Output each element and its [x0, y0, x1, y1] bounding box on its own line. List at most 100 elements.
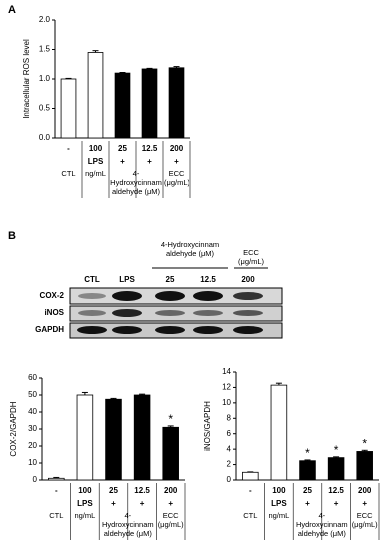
western-blot: [69, 267, 283, 339]
treatment-label: +: [111, 499, 116, 508]
blot-group-header-box: 4-Hydroxycinnam aldehyde (μM): [160, 240, 220, 258]
x-tick-label: 200: [358, 486, 372, 495]
x-tick-label: 12.5: [328, 486, 344, 495]
x-tick-label: 12.5: [142, 144, 158, 153]
y-axis-label: COX-2/GAPDH: [9, 401, 18, 456]
bar: [60, 78, 77, 139]
significance-mark: *: [334, 443, 339, 457]
significance-mark: *: [305, 446, 310, 460]
y-tick-label: 10: [222, 398, 231, 407]
y-tick-label: 30: [28, 424, 37, 433]
x-tick-label: 100: [272, 486, 286, 495]
bar: [133, 394, 151, 481]
significance-mark: *: [168, 412, 173, 426]
y-tick-label: 20: [28, 441, 37, 450]
y-tick-label: 1.0: [39, 74, 51, 83]
y-axis-label: iNOS/GAPDH: [203, 401, 212, 451]
group-label-box: ECC (μg/mL): [164, 169, 189, 187]
bar: [76, 394, 94, 481]
y-tick-label: 1.5: [39, 45, 51, 54]
treatment-label: +: [305, 499, 310, 508]
x-tick-label: 200: [164, 486, 178, 495]
bar: [299, 460, 316, 481]
y-tick-label: 6: [227, 429, 232, 438]
x-tick-label: -: [67, 144, 70, 153]
y-tick-label: 0.0: [39, 133, 51, 142]
y-tick-label: 12: [222, 383, 231, 392]
y-tick-label: 60: [28, 373, 37, 382]
group-label-box: 4-Hydroxycinnam aldehyde (μM): [295, 511, 348, 538]
treatment-label: LPS: [88, 157, 104, 166]
treatment-label: LPS: [271, 499, 287, 508]
blot-group-header-box: ECC (μg/mL): [238, 248, 264, 266]
blot-row-label: COX-2: [40, 291, 65, 300]
group-label-box: CTL: [243, 511, 258, 520]
blot-row-label: iNOS: [44, 308, 64, 317]
y-tick-label: 0.5: [39, 104, 51, 113]
group-label: CTL: [49, 511, 64, 520]
x-tick-label: 200: [170, 144, 184, 153]
group-label-box: 4-Hydroxycinnam aldehyde (μM): [101, 511, 154, 538]
y-tick-label: 2.0: [39, 15, 51, 24]
bar: [327, 457, 345, 481]
bar: [105, 398, 122, 481]
y-tick-label: 14: [222, 367, 231, 376]
y-tick-label: 10: [28, 458, 37, 467]
x-tick-label: -: [55, 486, 58, 495]
x-tick-label: -: [249, 486, 252, 495]
bar: [114, 72, 131, 139]
y-axis-label: Intracellular ROS level: [22, 39, 31, 119]
group-label: 4-Hydroxycinnam aldehyde (μM): [110, 169, 162, 196]
group-label-box: CTL: [49, 511, 64, 520]
y-tick-label: 2: [227, 460, 232, 469]
group-label: 4-Hydroxycinnam aldehyde (μM): [295, 511, 348, 538]
treatment-label: +: [362, 499, 367, 508]
y-tick-label: 0: [227, 475, 232, 484]
group-label: ng/mL: [85, 169, 106, 178]
y-tick-label: 4: [227, 444, 232, 453]
blot-group-header: ECC (μg/mL): [238, 248, 264, 266]
blot-row-label: GAPDH: [35, 325, 64, 334]
bar: [242, 471, 259, 481]
significance-mark: *: [362, 436, 367, 450]
lane-label: 12.5: [200, 275, 216, 284]
panel-label: A: [8, 4, 16, 16]
group-label-box: CTL: [61, 169, 75, 178]
group-label: 4-Hydroxycinnam aldehyde (μM): [101, 511, 154, 538]
group-label: ng/mL: [268, 511, 290, 520]
lane-label: LPS: [119, 275, 135, 284]
lane-label: CTL: [84, 275, 100, 284]
group-label-box: ECC (μg/mL): [157, 511, 184, 529]
x-tick-label: 12.5: [134, 486, 150, 495]
bar: [356, 451, 373, 481]
x-tick-label: 25: [109, 486, 118, 495]
y-tick-label: 50: [28, 390, 37, 399]
y-tick-label: 40: [28, 407, 37, 416]
bar: [270, 384, 288, 481]
bar: [168, 67, 185, 139]
group-label: ECC (μg/mL): [164, 169, 189, 187]
group-label: CTL: [243, 511, 258, 520]
blot-group-header: 4-Hydroxycinnam aldehyde (μM): [160, 240, 220, 258]
group-label-box: 4-Hydroxycinnam aldehyde (μM): [110, 169, 162, 196]
treatment-label: +: [334, 499, 339, 508]
lane-label: 25: [166, 275, 175, 284]
lane-label: 200: [241, 275, 255, 284]
bar: [87, 52, 104, 139]
treatment-label: +: [147, 157, 152, 166]
treatment-label: +: [174, 157, 179, 166]
group-label-box: ng/mL: [85, 169, 106, 178]
x-tick-label: 100: [89, 144, 103, 153]
group-label: ECC (μg/mL): [351, 511, 378, 529]
group-label: ng/mL: [74, 511, 96, 520]
treatment-label: +: [140, 499, 145, 508]
x-tick-label: 100: [78, 486, 92, 495]
group-label-box: ng/mL: [74, 511, 96, 520]
group-label: ECC (μg/mL): [157, 511, 184, 529]
bar: [141, 68, 158, 139]
group-label-box: ECC (μg/mL): [351, 511, 378, 529]
panel-label: B: [8, 230, 16, 242]
group-label-box: ng/mL: [268, 511, 290, 520]
x-tick-label: 25: [118, 144, 127, 153]
